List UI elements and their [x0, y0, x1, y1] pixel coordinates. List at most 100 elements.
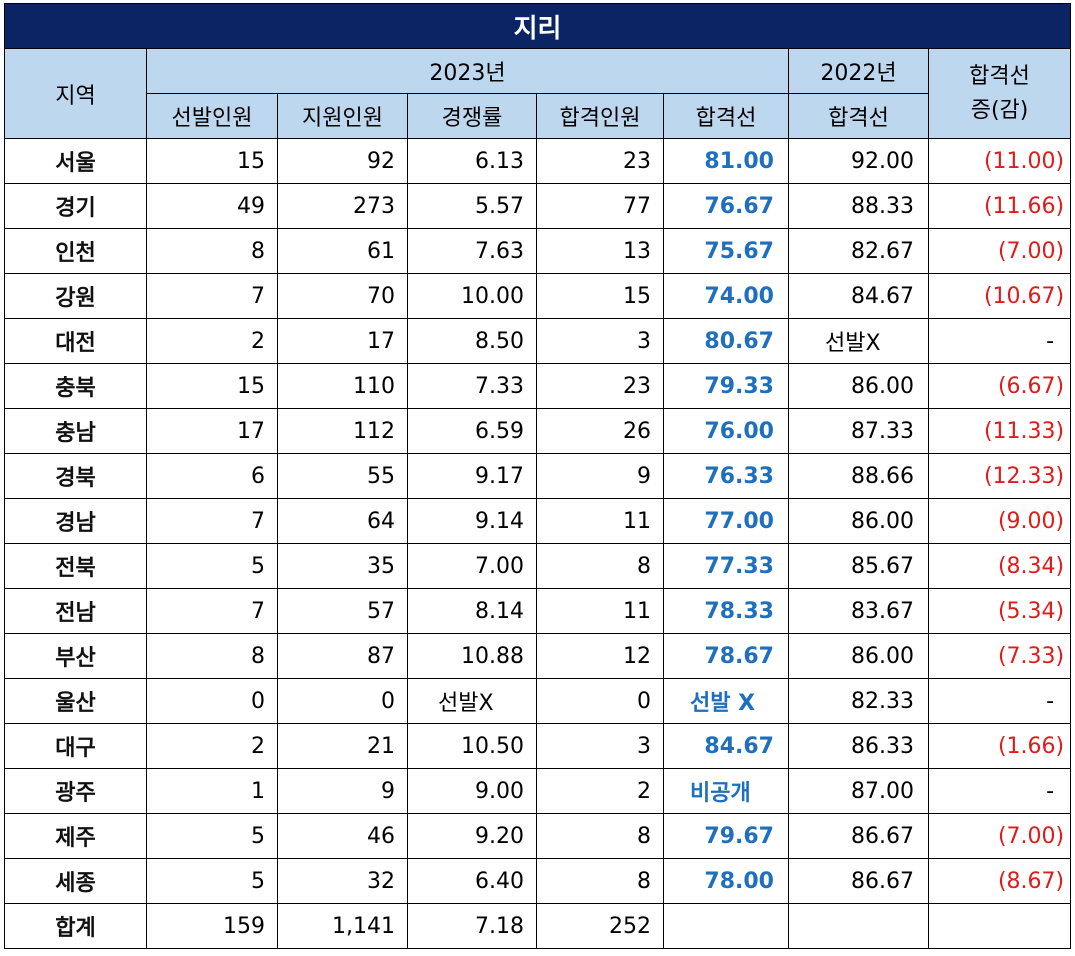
cut-cell: 74.00 [663, 273, 789, 319]
header-select: 선발인원 [146, 93, 278, 139]
diff-cell: (11.66) [927, 183, 1072, 229]
diff-cell: (8.34) [927, 543, 1072, 589]
cut-prev-cell: 87.00 [788, 768, 929, 814]
table-row: 충북 15 110 7.33 23 79.33 86.00 (6.67) [4, 363, 1072, 409]
table-row: 경기 49 273 5.57 77 76.67 88.33 (11.66) [4, 183, 1072, 229]
rate-cell: 9.00 [407, 768, 537, 814]
cut-cell: 79.33 [663, 363, 789, 409]
pass-cell: 23 [536, 138, 664, 184]
region-cell: 전남 [4, 588, 147, 634]
region-cell: 세종 [4, 858, 147, 904]
select-cell: 15 [146, 363, 278, 409]
table-row: 대전 2 17 8.50 3 80.67 선발X - [4, 318, 1072, 364]
cut-cell: 선발 X [663, 678, 789, 724]
header-apply: 지원인원 [277, 93, 408, 139]
pass-cell: 11 [536, 588, 664, 634]
apply-cell: 0 [277, 678, 408, 724]
diff-cell: - [927, 678, 1072, 724]
diff-cell: (9.00) [927, 498, 1072, 544]
pass-cell: 26 [536, 408, 664, 454]
region-cell: 울산 [4, 678, 147, 724]
region-cell: 서울 [4, 138, 147, 184]
select-cell: 159 [146, 903, 278, 949]
cut-cell: 76.00 [663, 408, 789, 454]
cut-cell: 84.67 [663, 723, 789, 769]
apply-cell: 21 [277, 723, 408, 769]
table-row: 충남 17 112 6.59 26 76.00 87.33 (11.33) [4, 408, 1072, 454]
table-title: 지리 [3, 3, 1072, 49]
table-row: 전북 5 35 7.00 8 77.33 85.67 (8.34) [4, 543, 1072, 589]
select-cell: 1 [146, 768, 278, 814]
select-cell: 15 [146, 138, 278, 184]
cut-prev-cell: 선발X [788, 318, 929, 364]
rate-cell: 7.18 [407, 903, 537, 949]
cut-prev-cell: 88.66 [788, 453, 929, 499]
rate-cell: 9.17 [407, 453, 537, 499]
cut-cell: 80.67 [663, 318, 789, 364]
table-row: 경남 7 64 9.14 11 77.00 86.00 (9.00) [4, 498, 1072, 544]
pass-cell: 3 [536, 318, 664, 364]
table-row: 서울 15 92 6.13 23 81.00 92.00 (11.00) [4, 138, 1072, 184]
pass-cell: 8 [536, 543, 664, 589]
region-cell: 경남 [4, 498, 147, 544]
table-row: 전남 7 57 8.14 11 78.33 83.67 (5.34) [4, 588, 1072, 634]
apply-cell: 57 [277, 588, 408, 634]
select-cell: 8 [146, 228, 278, 274]
region-cell: 대구 [4, 723, 147, 769]
region-cell: 제주 [4, 813, 147, 859]
table-row: 세종 5 32 6.40 8 78.00 86.67 (8.67) [4, 858, 1072, 904]
apply-cell: 17 [277, 318, 408, 364]
table-row: 경북 6 55 9.17 9 76.33 88.66 (12.33) [4, 453, 1072, 499]
header-change: 합격선 증(감) [927, 48, 1072, 139]
cut-prev-cell: 87.33 [788, 408, 929, 454]
cut-cell: 77.33 [663, 543, 789, 589]
apply-cell: 87 [277, 633, 408, 679]
select-cell: 5 [146, 858, 278, 904]
apply-cell: 70 [277, 273, 408, 319]
cut-prev-cell: 86.33 [788, 723, 929, 769]
score-table: 지리 지역 2023년 2022년 합격선 증(감) 선발인원 지원인원 경쟁률… [3, 3, 1072, 949]
rate-cell: 10.50 [407, 723, 537, 769]
diff-cell: (5.34) [927, 588, 1072, 634]
apply-cell: 32 [277, 858, 408, 904]
apply-cell: 110 [277, 363, 408, 409]
header-cut-2022: 합격선 [788, 93, 929, 139]
cut-prev-cell: 86.00 [788, 633, 929, 679]
pass-cell: 252 [536, 903, 664, 949]
cut-cell [663, 903, 789, 949]
region-cell: 광주 [4, 768, 147, 814]
cut-cell: 78.33 [663, 588, 789, 634]
apply-cell: 1,141 [277, 903, 408, 949]
table-row: 광주 1 9 9.00 2 비공개 87.00- [4, 768, 1072, 814]
select-cell: 6 [146, 453, 278, 499]
region-cell: 대전 [4, 318, 147, 364]
select-cell: 49 [146, 183, 278, 229]
rate-cell: 10.88 [407, 633, 537, 679]
rate-cell: 7.63 [407, 228, 537, 274]
cut-cell: 78.00 [663, 858, 789, 904]
table-row: 대구 2 21 10.50 3 84.67 86.33 (1.66) [4, 723, 1072, 769]
rate-cell: 10.00 [407, 273, 537, 319]
header-cut: 합격선 [663, 93, 789, 139]
select-cell: 7 [146, 588, 278, 634]
region-cell: 경북 [4, 453, 147, 499]
pass-cell: 12 [536, 633, 664, 679]
apply-cell: 55 [277, 453, 408, 499]
pass-cell: 8 [536, 858, 664, 904]
table-row: 강원 7 70 10.00 15 74.00 84.67 (10.67) [4, 273, 1072, 319]
diff-cell: (7.00) [927, 228, 1072, 274]
total-row: 합계 159 1,141 7.18 252 [4, 903, 1072, 949]
region-cell: 합계 [4, 903, 147, 949]
diff-cell [927, 903, 1072, 949]
cut-prev-cell: 86.67 [788, 858, 929, 904]
table-row: 인천 8 61 7.63 13 75.67 82.67 (7.00) [4, 228, 1072, 274]
cut-prev-cell: 92.00 [788, 138, 929, 184]
rate-cell: 6.13 [407, 138, 537, 184]
apply-cell: 9 [277, 768, 408, 814]
select-cell: 5 [146, 543, 278, 589]
apply-cell: 61 [277, 228, 408, 274]
pass-cell: 13 [536, 228, 664, 274]
cut-cell: 76.33 [663, 453, 789, 499]
diff-cell: (6.67) [927, 363, 1072, 409]
rate-cell: 9.14 [407, 498, 537, 544]
